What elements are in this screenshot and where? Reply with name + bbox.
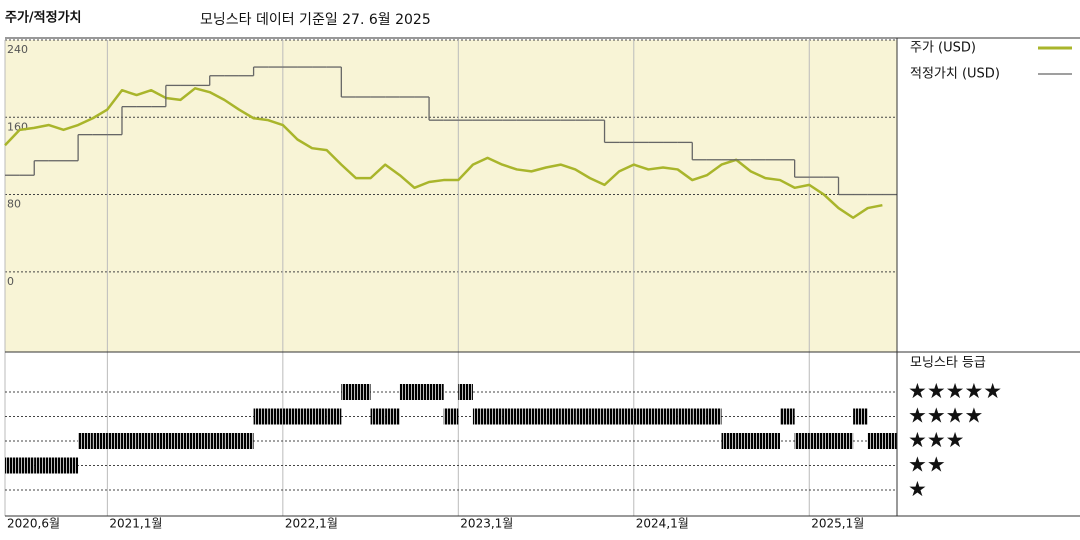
rating-bar — [312, 408, 327, 425]
rating-bar — [443, 408, 459, 425]
x-tick-label: 2020,6월 — [7, 517, 60, 531]
rating-bar — [780, 408, 795, 425]
rating-bar — [692, 408, 707, 425]
rating-bar — [575, 408, 590, 425]
rating-bar — [282, 408, 298, 425]
rating-bar — [736, 433, 751, 449]
plot-background — [5, 40, 897, 352]
rating-bar — [560, 408, 576, 425]
rating-bar — [853, 408, 868, 425]
rating-bar — [180, 433, 196, 449]
x-tick-label: 2021,1월 — [109, 517, 162, 531]
rating-bar — [34, 457, 49, 474]
x-tick-label: 2023,1월 — [460, 517, 513, 531]
chart-title: 주가/적정가치 — [5, 10, 82, 26]
rating-bar — [502, 408, 517, 425]
rating-bar — [633, 408, 649, 425]
rating-bar — [107, 433, 122, 449]
rating-bar — [516, 408, 532, 425]
rating-bar — [546, 408, 561, 425]
rating-bar — [385, 408, 400, 425]
chart-subtitle: 모닝스타 데이터 기준일 27. 6월 2025 — [200, 12, 431, 28]
rating-bar — [165, 433, 181, 449]
legend-label: 적정가치 (USD) — [910, 67, 1000, 82]
rating-bar — [589, 408, 605, 425]
rating-bar — [268, 408, 283, 425]
rating-bar — [663, 408, 678, 425]
rating-bar — [823, 433, 839, 449]
y-tick-label: 0 — [7, 275, 14, 288]
rating-bar — [882, 433, 897, 449]
rating-label: ★★★★ — [908, 404, 983, 428]
legend-label: 주가 (USD) — [910, 41, 976, 56]
rating-bar — [121, 433, 137, 449]
y-tick-label: 240 — [7, 43, 28, 56]
y-tick-label: 80 — [7, 198, 21, 211]
rating-bar — [326, 408, 342, 425]
rating-bar — [867, 433, 883, 449]
rating-bar — [706, 408, 722, 425]
rating-bar — [224, 433, 239, 449]
rating-label: ★★★★★ — [908, 379, 1002, 403]
rating-bar — [677, 408, 693, 425]
rating-bar — [531, 408, 547, 425]
rating-bar — [195, 433, 210, 449]
rating-bar — [48, 457, 64, 474]
rating-bar — [92, 433, 108, 449]
rating-bar — [63, 457, 79, 474]
rating-bar — [472, 408, 488, 425]
rating-bar — [648, 408, 664, 425]
rating-bar — [253, 408, 269, 425]
rating-bar — [297, 408, 313, 425]
rating-bar — [809, 433, 824, 449]
rating-bar — [414, 384, 430, 400]
rating-bar — [487, 408, 503, 425]
rating-label: ★★ — [908, 453, 946, 477]
x-tick-label: 2025,1월 — [811, 517, 864, 531]
rating-bar — [750, 433, 766, 449]
rating-bar — [399, 384, 415, 400]
rating-title: 모닝스타 등급 — [910, 356, 986, 371]
rating-bar — [5, 457, 20, 474]
rating-bar — [838, 433, 854, 449]
rating-bar — [136, 433, 152, 449]
rating-bar — [604, 408, 620, 425]
x-tick-label: 2024,1월 — [636, 517, 689, 531]
rating-bar — [19, 457, 35, 474]
rating-bar — [619, 408, 634, 425]
rating-bar — [238, 433, 254, 449]
x-tick-label: 2022,1월 — [285, 517, 338, 531]
rating-bar — [151, 433, 166, 449]
rating-bar — [78, 433, 93, 449]
rating-bar — [341, 384, 356, 400]
rating-bar — [794, 433, 810, 449]
rating-bar — [209, 433, 225, 449]
rating-bar — [458, 384, 473, 400]
rating-bar — [721, 433, 737, 449]
rating-bar — [765, 433, 781, 449]
rating-bar — [355, 384, 371, 400]
rating-label: ★ — [908, 477, 927, 501]
rating-bar — [429, 384, 444, 400]
rating-label: ★★★ — [908, 428, 964, 452]
rating-bar — [370, 408, 386, 425]
